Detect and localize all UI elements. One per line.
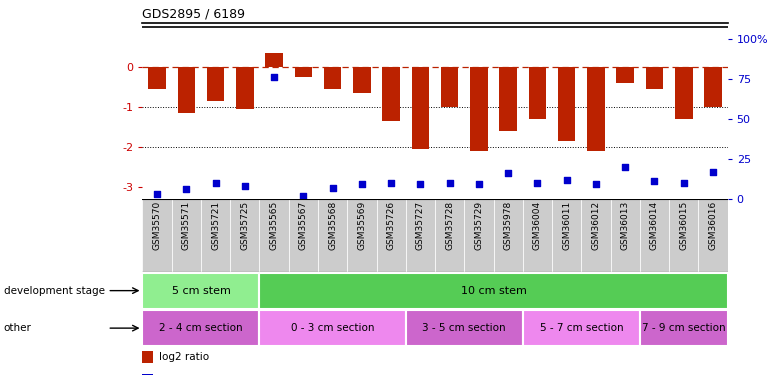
Bar: [611, 199, 640, 272]
Bar: [500, 67, 517, 130]
Bar: [558, 67, 575, 141]
Text: GSM36013: GSM36013: [621, 201, 630, 250]
Bar: [259, 273, 728, 309]
Bar: [441, 67, 458, 106]
Bar: [617, 67, 634, 82]
Bar: [236, 67, 253, 109]
Text: GSM35727: GSM35727: [416, 201, 425, 250]
Bar: [142, 310, 259, 346]
Bar: [201, 199, 230, 272]
Text: GSM36012: GSM36012: [591, 201, 601, 250]
Bar: [149, 67, 166, 88]
Bar: [412, 67, 429, 148]
Bar: [406, 310, 523, 346]
Bar: [289, 199, 318, 272]
Point: [326, 184, 339, 190]
Point: [151, 191, 163, 197]
Bar: [640, 310, 728, 346]
Text: GSM35728: GSM35728: [445, 201, 454, 250]
Point: [414, 182, 427, 188]
Bar: [259, 199, 289, 272]
Text: GSM35729: GSM35729: [474, 201, 484, 250]
Bar: [552, 199, 581, 272]
Bar: [142, 199, 172, 272]
Bar: [529, 67, 546, 118]
Text: GSM36014: GSM36014: [650, 201, 659, 250]
Bar: [646, 67, 663, 88]
Point: [561, 177, 573, 183]
Bar: [353, 67, 370, 93]
Bar: [207, 67, 224, 100]
Text: GSM36004: GSM36004: [533, 201, 542, 250]
Text: 0 - 3 cm section: 0 - 3 cm section: [291, 323, 374, 333]
Bar: [581, 199, 611, 272]
Text: GSM35721: GSM35721: [211, 201, 220, 250]
Text: GSM35567: GSM35567: [299, 201, 308, 250]
Point: [209, 180, 222, 186]
Bar: [640, 199, 669, 272]
Bar: [698, 199, 728, 272]
Text: GSM36016: GSM36016: [708, 201, 718, 250]
Text: GSM35570: GSM35570: [152, 201, 162, 250]
Bar: [347, 199, 377, 272]
Point: [619, 164, 631, 170]
Point: [473, 182, 485, 188]
Bar: [470, 67, 487, 151]
Bar: [523, 199, 552, 272]
Text: 5 - 7 cm section: 5 - 7 cm section: [540, 323, 623, 333]
Text: GSM35726: GSM35726: [387, 201, 396, 250]
Text: GDS2895 / 6189: GDS2895 / 6189: [142, 8, 246, 21]
Text: 2 - 4 cm section: 2 - 4 cm section: [159, 323, 243, 333]
Point: [678, 180, 690, 186]
Text: 3 - 5 cm section: 3 - 5 cm section: [423, 323, 506, 333]
Bar: [523, 310, 640, 346]
Text: log2 ratio: log2 ratio: [159, 352, 209, 362]
Bar: [259, 310, 406, 346]
Bar: [675, 67, 692, 118]
Text: GSM36011: GSM36011: [562, 201, 571, 250]
Bar: [377, 199, 406, 272]
Point: [648, 178, 661, 184]
Text: GSM35568: GSM35568: [328, 201, 337, 250]
Text: GSM35569: GSM35569: [357, 201, 367, 250]
Bar: [383, 67, 400, 121]
Text: GSM35725: GSM35725: [240, 201, 249, 250]
Point: [180, 186, 192, 192]
Bar: [230, 199, 259, 272]
Bar: [178, 67, 195, 112]
Point: [590, 182, 602, 188]
Text: development stage: development stage: [4, 286, 105, 296]
Bar: [669, 199, 698, 272]
Bar: [406, 199, 435, 272]
Bar: [588, 67, 604, 151]
Bar: [172, 199, 201, 272]
Bar: [266, 53, 283, 67]
Bar: [464, 199, 494, 272]
Bar: [295, 67, 312, 76]
Bar: [142, 351, 153, 363]
Text: GSM35571: GSM35571: [182, 201, 191, 250]
Text: GSM35978: GSM35978: [504, 201, 513, 250]
Point: [297, 192, 310, 198]
Bar: [705, 67, 721, 106]
Point: [444, 180, 456, 186]
Text: other: other: [4, 323, 32, 333]
Bar: [318, 199, 347, 272]
Bar: [435, 199, 464, 272]
Text: 7 - 9 cm section: 7 - 9 cm section: [642, 323, 725, 333]
Point: [531, 180, 544, 186]
Point: [385, 180, 397, 186]
Text: 5 cm stem: 5 cm stem: [172, 286, 230, 296]
Point: [268, 74, 280, 80]
Bar: [324, 67, 341, 88]
Point: [239, 183, 251, 189]
Bar: [494, 199, 523, 272]
Text: GSM35565: GSM35565: [270, 201, 279, 250]
Text: GSM36015: GSM36015: [679, 201, 688, 250]
Text: 10 cm stem: 10 cm stem: [460, 286, 527, 296]
Bar: [142, 273, 259, 309]
Point: [356, 182, 368, 188]
Point: [502, 170, 514, 176]
Point: [707, 168, 719, 174]
